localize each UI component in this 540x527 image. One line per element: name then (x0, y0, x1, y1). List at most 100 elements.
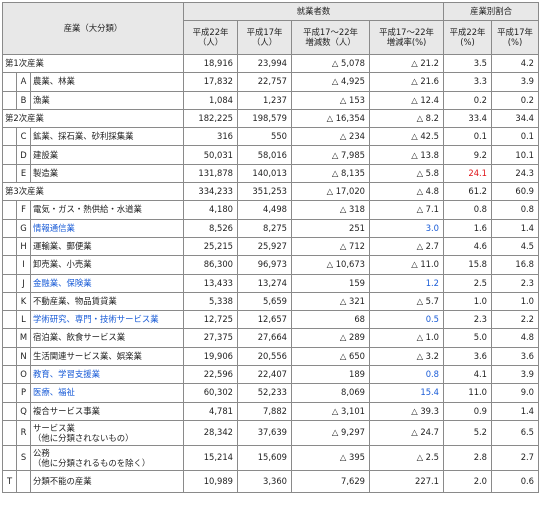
industry-code: G (16, 218, 31, 238)
value-diff: 251 (291, 218, 371, 238)
value-diff: △ 8,135 (291, 163, 371, 184)
industry-name: サービス業 （他に分類されないもの） (29, 419, 185, 446)
value-h17: 22,757 (237, 72, 293, 92)
value-h22: 12,725 (183, 310, 239, 330)
value-h22: 60,302 (183, 383, 239, 403)
value-diff: △ 7,985 (291, 145, 371, 165)
industry-code: D (16, 145, 31, 165)
value-rate: △ 12.4 (369, 90, 445, 110)
value-share-h22: 61.2 (443, 182, 493, 202)
value-share-h17: 2.7 (491, 444, 540, 471)
industry-code: A (16, 72, 31, 92)
value-share-h17: 4.5 (491, 236, 540, 257)
value-h22: 334,233 (183, 182, 239, 202)
value-share-h17: 0.8 (491, 200, 540, 220)
industry-code: E (16, 163, 31, 184)
spacer-cell (2, 218, 17, 238)
value-rate: 1.2 (369, 273, 445, 293)
header-rate: 平成17～22年 増減率(%) (369, 20, 445, 55)
industry-code: I (16, 255, 31, 275)
value-diff: △ 4,925 (291, 72, 371, 92)
value-h17: 4,498 (237, 200, 293, 220)
spacer-cell (2, 346, 17, 367)
industry-name: 鉱業、採石業、砂利採集業 (29, 127, 185, 147)
table-row: T 分類不能の産業 10,989 3,360 7,629 227.1 2.0 0.6 (2, 469, 540, 493)
industry-code: O (16, 365, 31, 385)
table-row: E 製造業 131,878 140,013 △ 8,135 △ 5.8 24.1 24.3 (2, 163, 540, 184)
table-row: N 生活関連サービス業、娯楽業 19,906 20,556 △ 650 △ 3.2 3.6 3… (2, 346, 540, 367)
value-diff: △ 5,078 (291, 53, 371, 74)
value-share-h22: 5.2 (443, 419, 493, 446)
value-h17: 22,407 (237, 365, 293, 385)
spacer-cell (2, 310, 17, 330)
value-rate: △ 11.0 (369, 255, 445, 275)
value-h17: 13,274 (237, 273, 293, 293)
value-share-h22: 2.5 (443, 273, 493, 293)
value-rate: △ 1.0 (369, 328, 445, 348)
value-rate: 3.0 (369, 218, 445, 238)
group-name: 第2次産業 (1, 108, 185, 129)
value-diff: 68 (291, 310, 371, 330)
value-diff: △ 318 (291, 200, 371, 220)
value-h17: 5,659 (237, 291, 293, 312)
value-h17: 140,013 (237, 163, 293, 184)
value-rate: △ 5.8 (369, 163, 445, 184)
spacer-cell (16, 469, 31, 493)
value-rate: △ 21.2 (369, 53, 445, 74)
table-row: I 卸売業、小売業 86,300 96,973 △ 10,673 △ 11.0 15.8 16… (2, 255, 540, 275)
value-h17: 37,639 (237, 419, 293, 446)
header-sh17: 平成17年 (%) (491, 20, 540, 55)
header-h22: 平成22年 （人） (183, 20, 239, 55)
value-diff: △ 3,101 (291, 401, 371, 421)
value-rate: △ 21.6 (369, 72, 445, 92)
value-h22: 1,084 (183, 90, 239, 110)
table-row: S 公務 （他に分類されるものを除く） 15,214 15,609 △ 395 △ 2.5… (2, 444, 540, 471)
value-h22: 15,214 (183, 444, 239, 471)
industry-code: C (16, 127, 31, 147)
value-share-h17: 10.1 (491, 145, 540, 165)
spacer-cell (2, 419, 17, 446)
value-h17: 1,237 (237, 90, 293, 110)
value-diff: △ 234 (291, 127, 371, 147)
value-h17: 550 (237, 127, 293, 147)
value-h22: 18,916 (183, 53, 239, 74)
value-share-h22: 2.0 (443, 469, 493, 493)
value-share-h22: 0.1 (443, 127, 493, 147)
industry-code: K (16, 291, 31, 312)
value-share-h22: 33.4 (443, 108, 493, 129)
value-share-h17: 4.8 (491, 328, 540, 348)
value-rate: △ 39.3 (369, 401, 445, 421)
value-share-h22: 0.2 (443, 90, 493, 110)
value-diff: △ 395 (291, 444, 371, 471)
value-share-h17: 24.3 (491, 163, 540, 184)
value-share-h22: 2.3 (443, 310, 493, 330)
value-rate: △ 3.2 (369, 346, 445, 367)
value-h22: 86,300 (183, 255, 239, 275)
industry-name: 建設業 (29, 145, 185, 165)
table-row: G 情報通信業 8,526 8,275 251 3.0 1.6 1.4 (2, 218, 540, 238)
table-row: F 電気・ガス・熱供給・水道業 4,180 4,498 △ 318 △ 7.1 0.8 0.8 (2, 200, 540, 220)
value-h17: 20,556 (237, 346, 293, 367)
industry-name: 金融業、保険業 (29, 273, 185, 293)
table-row: R サービス業 （他に分類されないもの） 28,342 37,639 △ 9,297 △ … (2, 419, 540, 446)
value-rate: △ 8.2 (369, 108, 445, 129)
value-h22: 131,878 (183, 163, 239, 184)
value-rate: △ 7.1 (369, 200, 445, 220)
value-share-h17: 2.3 (491, 273, 540, 293)
value-h22: 5,338 (183, 291, 239, 312)
table-body: 第1次産業 18,916 23,994 △ 5,078 △ 21.2 3.5 4.2 A 農業、… (1, 53, 540, 493)
value-share-h22: 0.9 (443, 401, 493, 421)
value-diff: 7,629 (291, 469, 371, 493)
spacer-cell (2, 90, 17, 110)
value-diff: △ 321 (291, 291, 371, 312)
value-share-h17: 0.6 (491, 469, 540, 493)
header-h17: 平成17年 （人） (237, 20, 293, 55)
value-rate: 0.8 (369, 365, 445, 385)
value-diff: △ 10,673 (291, 255, 371, 275)
value-h17: 58,016 (237, 145, 293, 165)
table-row: M 宿泊業、飲食サービス業 27,375 27,664 △ 289 △ 1.0 5.0 4.8 (2, 328, 540, 348)
industry-name: 医療、福祉 (29, 383, 185, 403)
value-share-h22: 3.6 (443, 346, 493, 367)
table-row: Q 複合サービス事業 4,781 7,882 △ 3,101 △ 39.3 0.9 1.4 (2, 401, 540, 421)
value-h22: 10,989 (183, 469, 239, 493)
